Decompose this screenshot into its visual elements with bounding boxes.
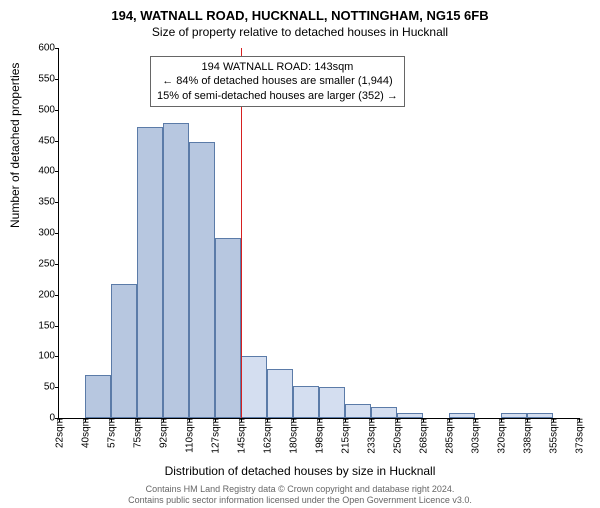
footer-line2: Contains public sector information licen… <box>0 495 600 506</box>
x-axis-label: Distribution of detached houses by size … <box>0 464 600 478</box>
x-tick-label: 233sqm <box>365 418 378 454</box>
histogram-bar <box>241 356 267 418</box>
annotation-line3: 15% of semi-detached houses are larger (… <box>157 89 398 103</box>
x-tick-mark <box>59 418 60 422</box>
x-tick-label: 110sqm <box>183 418 196 453</box>
x-tick-label: 57sqm <box>105 418 118 448</box>
x-tick-mark <box>215 418 216 422</box>
y-tick-mark <box>55 264 59 265</box>
y-tick-mark <box>55 387 59 388</box>
x-tick-mark <box>137 418 138 422</box>
y-tick-mark <box>55 202 59 203</box>
y-tick-mark <box>55 171 59 172</box>
x-tick-mark <box>579 418 580 422</box>
histogram-bar <box>345 404 371 418</box>
histogram-bar <box>319 387 345 418</box>
histogram-bar <box>215 238 241 418</box>
x-tick-mark <box>293 418 294 422</box>
page-subtitle: Size of property relative to detached ho… <box>0 25 600 39</box>
y-tick-mark <box>55 356 59 357</box>
y-axis-label: Number of detached properties <box>8 63 22 228</box>
y-tick-mark <box>55 295 59 296</box>
x-tick-mark <box>189 418 190 422</box>
y-tick-mark <box>55 233 59 234</box>
x-tick-label: 92sqm <box>157 418 170 448</box>
x-tick-label: 338sqm <box>521 418 534 454</box>
x-tick-label: 145sqm <box>235 418 248 454</box>
annotation-box: 194 WATNALL ROAD: 143sqm ← 84% of detach… <box>150 56 405 107</box>
x-tick-mark <box>553 418 554 422</box>
x-tick-label: 215sqm <box>339 418 352 454</box>
x-tick-label: 180sqm <box>287 418 300 454</box>
annotation-line1: 194 WATNALL ROAD: 143sqm <box>157 60 398 74</box>
x-tick-label: 22sqm <box>53 418 66 448</box>
y-tick-mark <box>55 326 59 327</box>
x-tick-mark <box>111 418 112 422</box>
y-tick-mark <box>55 110 59 111</box>
histogram-bar <box>189 142 215 418</box>
footer-text: Contains HM Land Registry data © Crown c… <box>0 484 600 506</box>
x-tick-mark <box>241 418 242 422</box>
x-tick-label: 373sqm <box>573 418 586 454</box>
x-tick-label: 40sqm <box>79 418 92 448</box>
footer-line1: Contains HM Land Registry data © Crown c… <box>0 484 600 495</box>
histogram-bar <box>163 123 189 418</box>
x-tick-mark <box>475 418 476 422</box>
x-tick-label: 320sqm <box>495 418 508 454</box>
page-title: 194, WATNALL ROAD, HUCKNALL, NOTTINGHAM,… <box>0 8 600 23</box>
x-tick-mark <box>449 418 450 422</box>
x-tick-label: 268sqm <box>417 418 430 454</box>
x-tick-label: 285sqm <box>443 418 456 454</box>
histogram-bar <box>371 407 397 418</box>
x-tick-label: 250sqm <box>391 418 404 454</box>
x-tick-mark <box>527 418 528 422</box>
x-tick-mark <box>397 418 398 422</box>
histogram-bar <box>501 413 527 418</box>
x-tick-mark <box>267 418 268 422</box>
x-tick-mark <box>319 418 320 422</box>
y-tick-mark <box>55 141 59 142</box>
histogram-bar <box>527 413 553 418</box>
y-tick-mark <box>55 48 59 49</box>
x-tick-label: 198sqm <box>313 418 326 454</box>
histogram-bar <box>137 127 163 418</box>
annotation-line2: ← 84% of detached houses are smaller (1,… <box>157 74 398 88</box>
histogram-bar <box>267 369 293 418</box>
x-tick-mark <box>163 418 164 422</box>
x-tick-mark <box>371 418 372 422</box>
x-tick-mark <box>85 418 86 422</box>
x-tick-label: 162sqm <box>261 418 274 454</box>
histogram-bar <box>111 284 137 418</box>
x-tick-mark <box>501 418 502 422</box>
x-tick-label: 355sqm <box>547 418 560 454</box>
y-tick-mark <box>55 79 59 80</box>
x-tick-label: 75sqm <box>131 418 144 448</box>
histogram-bar <box>85 375 111 418</box>
x-tick-label: 127sqm <box>209 418 222 454</box>
x-tick-mark <box>345 418 346 422</box>
x-tick-label: 303sqm <box>469 418 482 454</box>
histogram-bar <box>397 413 423 418</box>
histogram-bar <box>449 413 475 418</box>
x-tick-mark <box>423 418 424 422</box>
histogram-bar <box>293 386 319 418</box>
